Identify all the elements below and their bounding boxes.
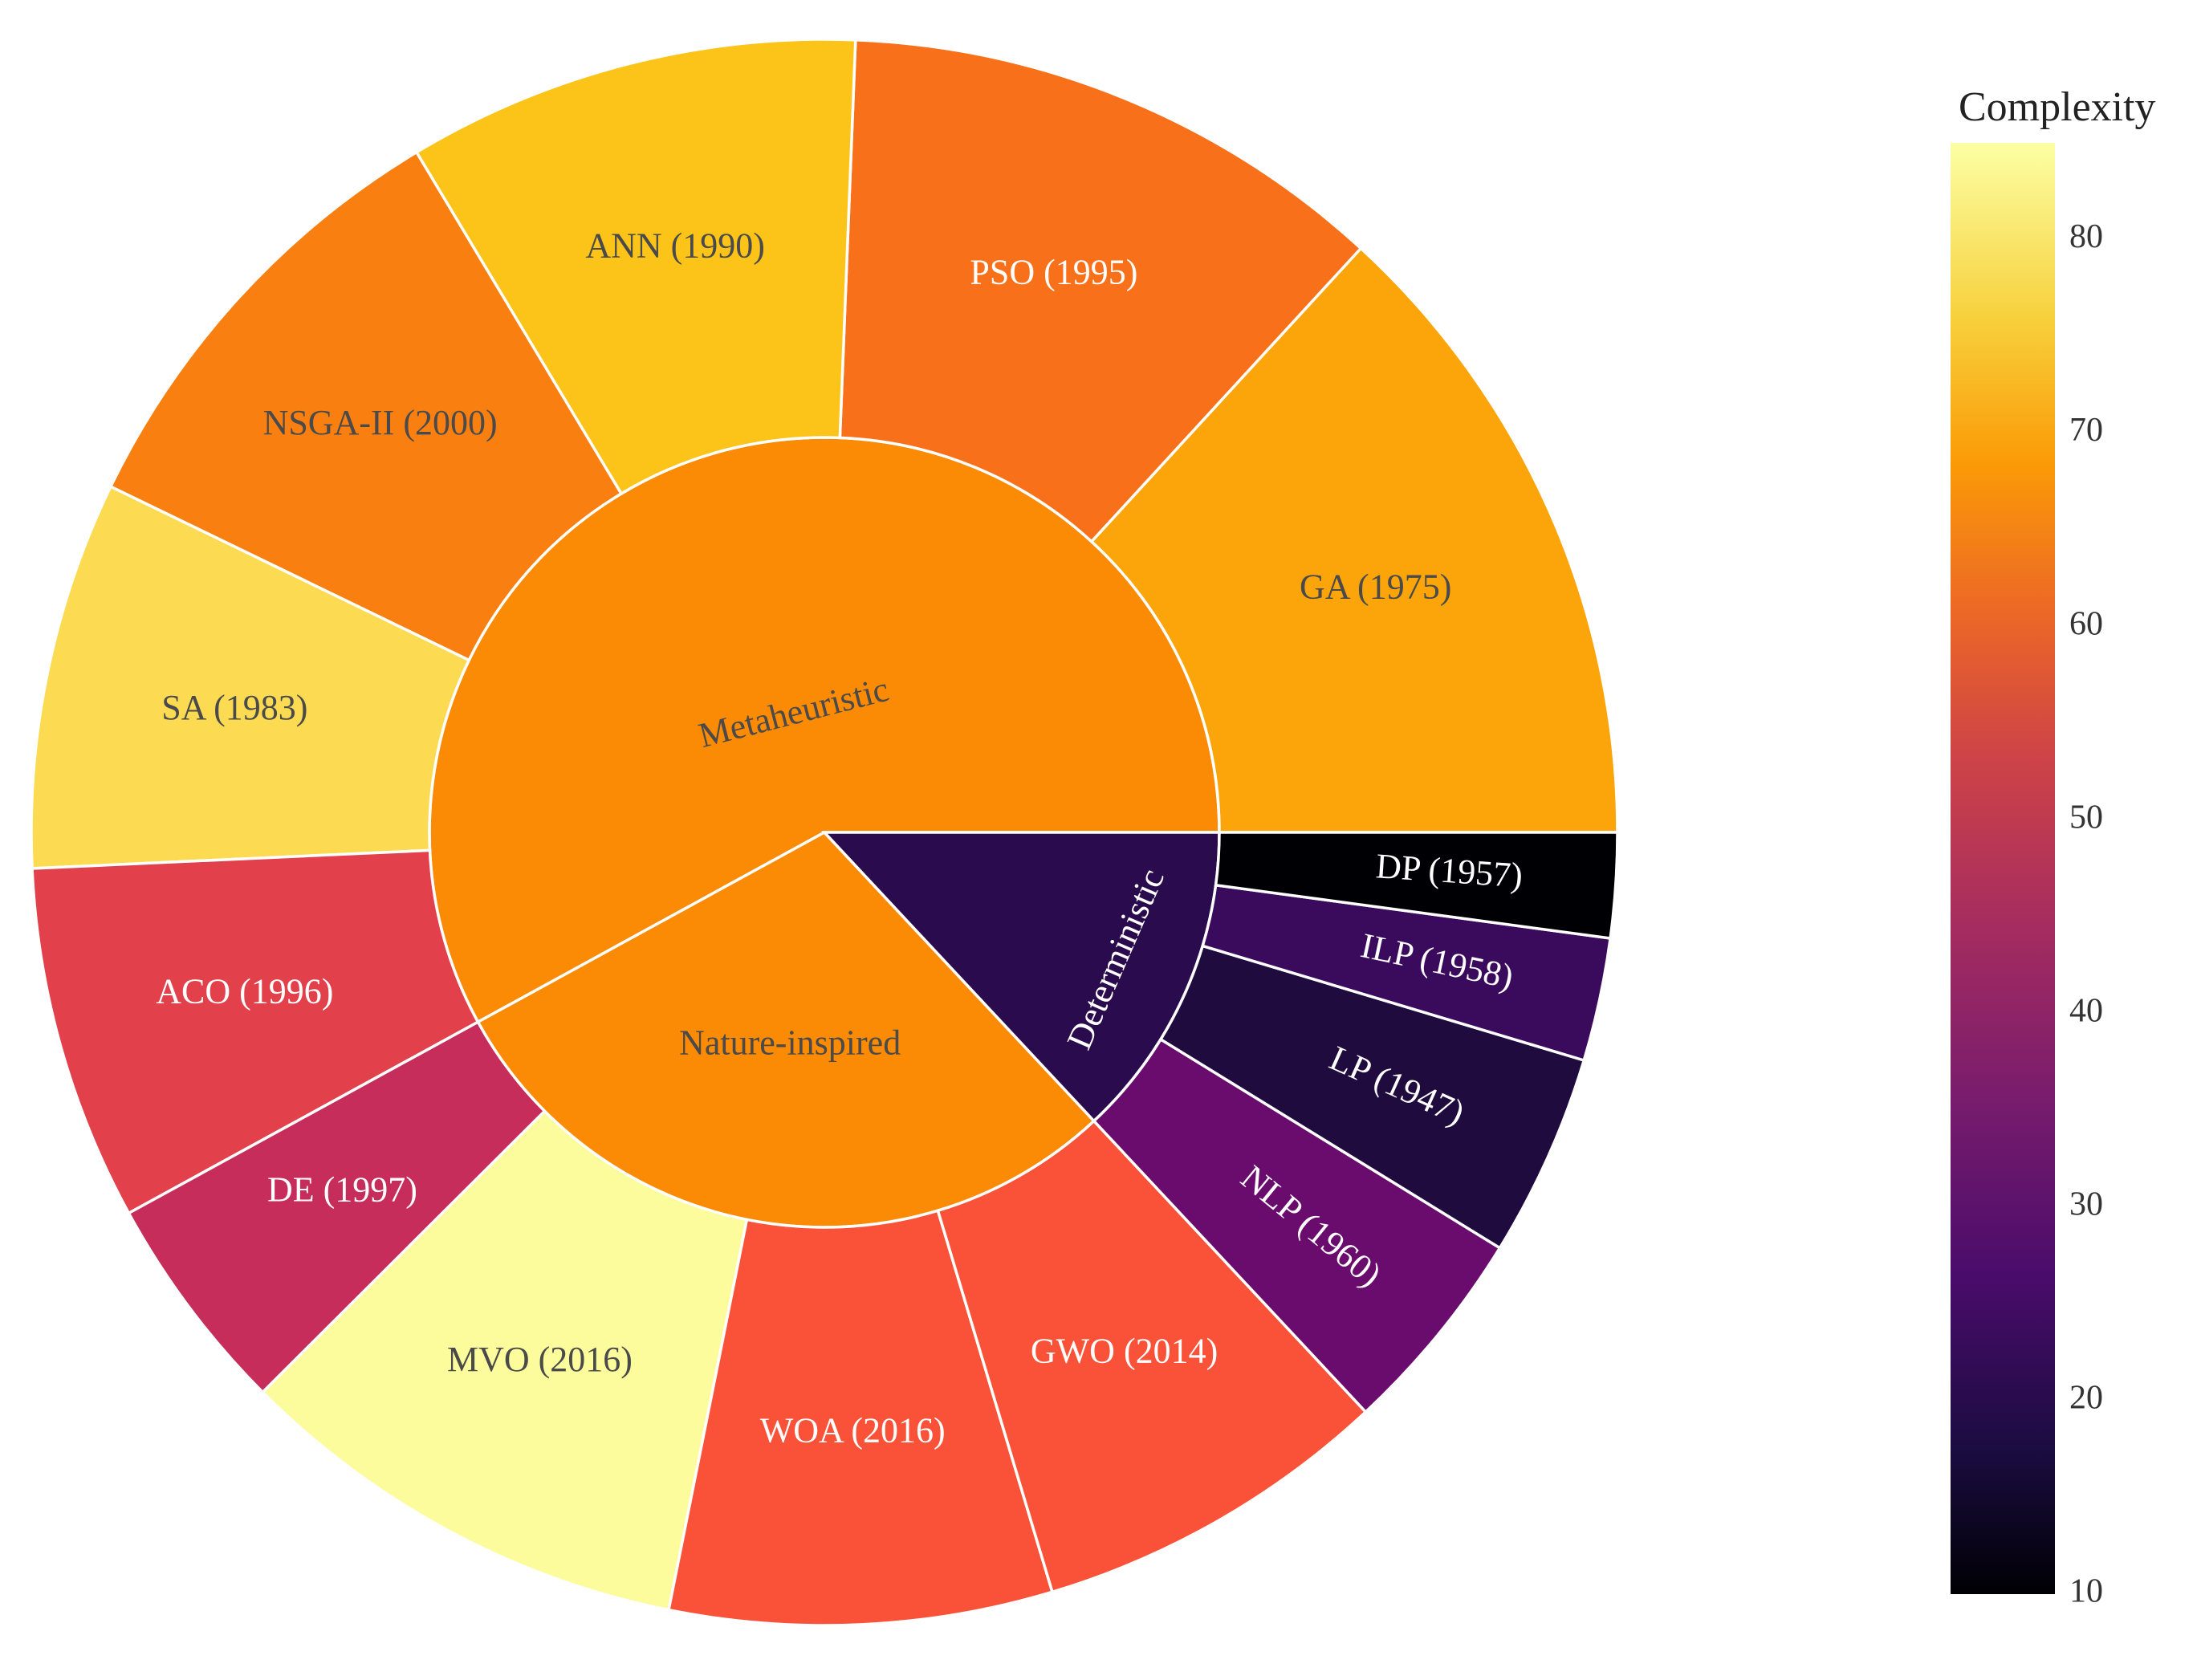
colorbar-tick-70: 70: [2069, 412, 2103, 449]
outer-segment-ilp-1958[interactable]: [1201, 883, 1613, 1063]
outer-ring: [30, 38, 1619, 1627]
outer-segment-de-1997[interactable]: [126, 1019, 547, 1394]
outer-segment-dp-1957[interactable]: [1214, 831, 1619, 940]
colorbar-tick-40: 40: [2069, 992, 2103, 1029]
outer-label-gwo-2014: GWO (2014): [1031, 1331, 1218, 1370]
outer-segment-sa-1983[interactable]: [30, 484, 471, 870]
colorbar-title: Complexity: [1959, 84, 2156, 130]
outer-label-de-1997: DE (1997): [267, 1169, 417, 1209]
colorbar: Complexity 10 20 30 40 50 60 70 80: [1951, 84, 2156, 1610]
colorbar-tick-50: 50: [2069, 799, 2103, 836]
colorbar-tick-60: 60: [2069, 605, 2103, 642]
outer-label-aco-1996: ACO (1996): [156, 971, 333, 1011]
outer-segment-woa-2016[interactable]: [666, 1209, 1055, 1627]
colorbar-tick-30: 30: [2069, 1186, 2103, 1223]
outer-segment-mvo-2016[interactable]: [260, 1108, 749, 1612]
outer-label-dp-1957: DP (1957): [1375, 846, 1524, 895]
outer-label-pso-1995: PSO (1995): [970, 253, 1137, 292]
outer-segment-pso-1995[interactable]: [838, 38, 1363, 544]
inner-ring: [428, 436, 1221, 1229]
outer-label-ga-1975: GA (1975): [1300, 567, 1451, 606]
outer-label-ann-1990: ANN (1990): [585, 226, 765, 265]
colorbar-tick-10: 10: [2069, 1573, 2103, 1610]
colorbar-tick-20: 20: [2069, 1380, 2103, 1417]
outer-label-nsga-ii-2000: NSGA-II (2000): [263, 403, 498, 442]
colorbar-gradient: [1951, 143, 2055, 1594]
outer-segment-aco-1996[interactable]: [31, 848, 480, 1215]
outer-segment-gwo-2014[interactable]: [936, 1119, 1368, 1594]
colorbar-ticks: 10 20 30 40 50 60 70 80: [2069, 218, 2103, 1609]
outer-label-mvo-2016: MVO (2016): [447, 1340, 633, 1379]
outer-label-sa-1983: SA (1983): [161, 688, 307, 727]
outer-segment-nsga-ii-2000[interactable]: [108, 150, 624, 662]
outer-label-woa-2016: WOA (2016): [760, 1410, 946, 1450]
outer-segment-ga-1975[interactable]: [1089, 246, 1619, 834]
outer-segment-ann-1990[interactable]: [414, 38, 857, 496]
outer-segment-nlp-1960[interactable]: [1092, 1037, 1502, 1414]
outer-segment-lp-1947[interactable]: [1158, 944, 1586, 1251]
colorbar-tick-80: 80: [2069, 218, 2103, 255]
inner-label-nature-inspired: Nature-inspired: [679, 1023, 901, 1063]
